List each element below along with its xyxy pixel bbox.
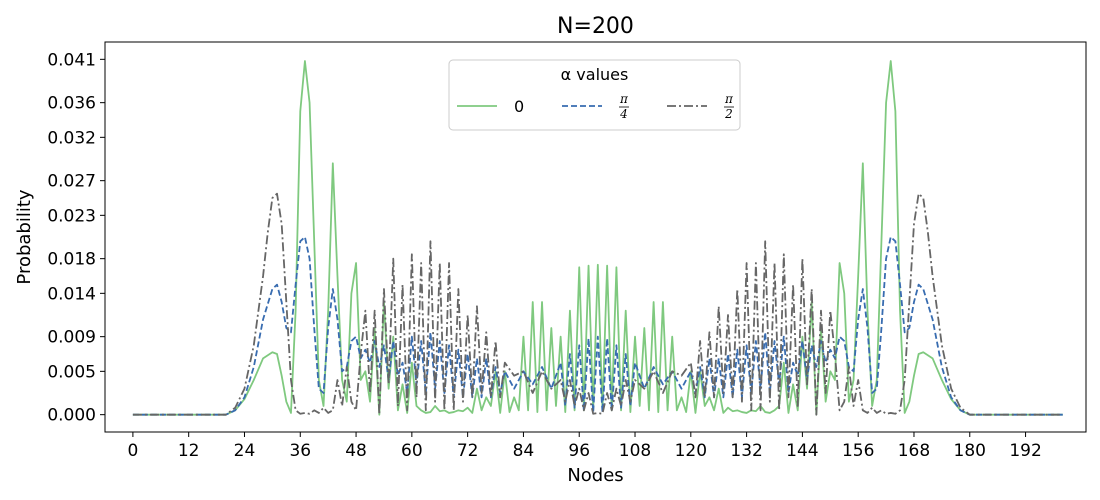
y-tick-label: 0.036 — [47, 94, 96, 114]
x-tick-label: 24 — [234, 441, 256, 461]
series-line-0 — [132, 60, 1063, 416]
x-tick-label: 0 — [127, 441, 138, 461]
x-tick-label: 168 — [898, 441, 930, 461]
x-axis: 0 12 24 36 48 60 72 84 96 108 120 132 144 156 168 180 19… — [127, 432, 1042, 461]
legend-label-num: π — [724, 92, 734, 106]
legend-label: 0 — [514, 97, 524, 116]
y-axis: 0.000 0.005 0.009 0.014 0.018 0.023 0.027 0.032… — [47, 50, 105, 426]
legend-label-num: π — [619, 92, 629, 106]
y-tick-label: 0.023 — [47, 206, 96, 226]
x-tick-label: 108 — [619, 441, 651, 461]
y-tick-label: 0.014 — [47, 284, 96, 304]
plot-frame — [104, 41, 1087, 433]
x-tick-label: 96 — [568, 441, 590, 461]
x-tick-label: 192 — [1009, 441, 1041, 461]
legend-label-den: 2 — [724, 107, 733, 121]
x-tick-label: 12 — [178, 441, 200, 461]
x-axis-label: Nodes — [567, 465, 623, 486]
series-line-2 — [132, 192, 1063, 416]
series-layer — [132, 60, 1063, 416]
series-line-1 — [132, 236, 1063, 416]
y-axis-label: Probability — [14, 189, 35, 284]
legend-box — [448, 59, 741, 131]
x-tick-label: 48 — [345, 441, 367, 461]
y-tick-label: 0.005 — [47, 362, 96, 382]
x-tick-label: 72 — [457, 441, 479, 461]
y-tick-label: 0.032 — [47, 128, 96, 148]
x-tick-label: 84 — [513, 441, 535, 461]
x-tick-label: 36 — [289, 441, 311, 461]
x-tick-label: 180 — [954, 441, 986, 461]
legend-label-den: 4 — [619, 107, 628, 121]
y-tick-label: 0.027 — [47, 172, 96, 192]
x-tick-label: 144 — [786, 441, 818, 461]
chart-title: N=200 — [557, 14, 634, 39]
y-tick-label: 0.041 — [47, 50, 96, 70]
y-tick-label: 0.000 — [47, 406, 96, 426]
x-tick-label: 132 — [730, 441, 762, 461]
y-tick-label: 0.009 — [47, 328, 96, 348]
x-tick-label: 156 — [842, 441, 874, 461]
y-tick-label: 0.018 — [47, 250, 96, 270]
x-tick-label: 60 — [401, 441, 423, 461]
x-tick-label: 120 — [675, 441, 707, 461]
legend-title: α values — [561, 65, 629, 84]
